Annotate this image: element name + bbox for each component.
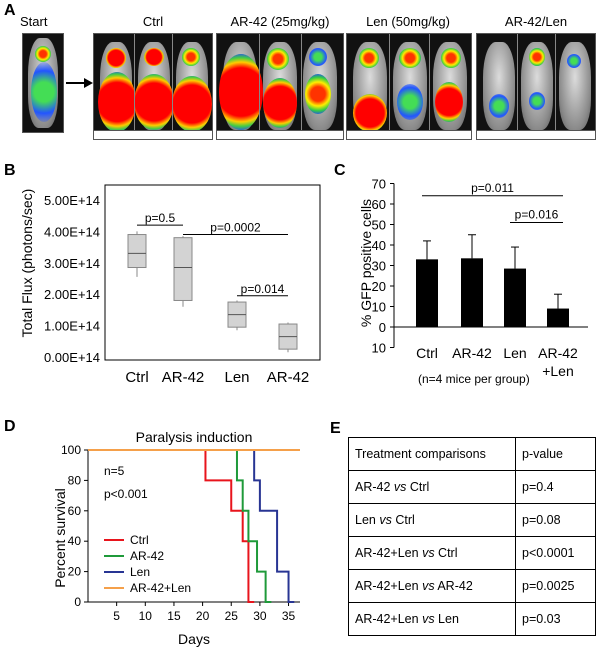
x-tick-label: AR-42	[267, 369, 310, 386]
x-tick-label: AR-42	[538, 345, 578, 361]
group-label-len: Len (50mg/kg)	[366, 14, 450, 29]
ctrl-mice-image	[93, 33, 213, 140]
panel-b-label: B	[4, 162, 16, 179]
y-tick-label: 60	[68, 504, 82, 518]
x-tick-label: +Len	[271, 387, 305, 390]
legend-label: Len	[130, 565, 150, 579]
y-tick-label: 2.00E+14	[44, 287, 100, 302]
y-tick-label: 60	[372, 197, 386, 212]
x-tick-label: Len	[503, 345, 526, 361]
table-row: AR-42+Len vs Len p=0.03	[348, 602, 596, 636]
x-tick-label: Ctrl	[416, 345, 438, 361]
chart-d: 0 20 40 60 80 100 5 10 15 20 25 30 35 Paralysis induc…	[61, 429, 300, 647]
y-tick-label: 80	[68, 473, 82, 487]
panel-a-label: A	[4, 2, 16, 19]
legend-label: AR-42+Len	[130, 581, 191, 595]
start-image	[22, 33, 64, 133]
y-tick-label: 3.00E+14	[44, 256, 100, 271]
x-tick-label: AR-42	[452, 345, 492, 361]
y-tick-label: 40	[68, 534, 82, 548]
table-header-row: Treatment comparisons p-value	[348, 437, 596, 471]
p-value-annotation: p=0.014	[241, 282, 285, 296]
chart-b: 0.00E+14 1.00E+14 2.00E+14 3.00E+14 4.00E+14…	[44, 184, 321, 390]
combo-mice-image	[476, 33, 596, 140]
p-value-annotation: p=0.016	[515, 207, 559, 221]
y-tick-label: 1.00E+14	[44, 319, 100, 334]
y-tick-label: 4.00E+14	[44, 224, 100, 239]
p-value-cell: p=0.08	[515, 503, 596, 537]
bar	[547, 308, 569, 327]
box	[173, 237, 193, 301]
survival-line	[88, 449, 295, 603]
y-tick-label: 50	[372, 218, 386, 233]
y-tick-label: 70	[372, 177, 386, 192]
p-value-cell: p=0.0025	[515, 569, 596, 603]
group-label-ar42: AR-42 (25mg/kg)	[230, 14, 330, 29]
box	[127, 234, 147, 269]
comparison-table: Treatment comparisons p-value AR-42 vs C…	[348, 437, 596, 636]
p-value-annotation: p=0.5	[145, 211, 176, 225]
x-tick-label: +Len	[542, 363, 574, 379]
bar	[504, 268, 526, 327]
y-tick-label: 0.00E+14	[44, 350, 100, 365]
y-tick-label: 30	[372, 259, 386, 274]
p-value-annotation: p=0.011	[471, 181, 514, 195]
panel-e-label: E	[330, 420, 341, 437]
ar42-mice-image	[216, 33, 344, 140]
table-row: AR-42 vs Ctrl p=0.4	[348, 470, 596, 504]
legend-label: Ctrl	[130, 533, 149, 547]
table-row: Len vs Ctrl p=0.08	[348, 503, 596, 537]
table-header: Treatment comparisons	[348, 437, 516, 471]
chart-d-title: Paralysis induction	[136, 429, 253, 445]
x-tick-label: 25	[225, 609, 239, 623]
y-tick-label: 40	[372, 238, 386, 253]
chart-c-note: (n=4 mice per group)	[418, 372, 530, 386]
x-tick-label: 20	[196, 609, 210, 623]
p-value-text: p<0.001	[104, 487, 148, 501]
start-label: Start	[20, 14, 48, 29]
p-value-cell: p<0.0001	[515, 536, 596, 570]
legend-label: AR-42	[130, 549, 164, 563]
x-tick-label: 30	[253, 609, 267, 623]
panel-c-label: C	[334, 162, 346, 179]
table-header: p-value	[515, 437, 596, 471]
p-value-cell: p=0.03	[515, 602, 596, 636]
x-tick-label: 35	[282, 609, 296, 623]
chart-c: 10 0 10 20 30 40 50 60 70 Ctrl AR-42 Len AR-42 +Len p=…	[372, 177, 588, 379]
arrow-icon	[66, 82, 86, 84]
table-row: AR-42+Len vs Ctrl p<0.0001	[348, 536, 596, 570]
y-tick-label: 20	[68, 565, 82, 579]
y-tick-label: 100	[61, 443, 81, 457]
p-value-cell: p=0.4	[515, 470, 596, 504]
bar	[461, 258, 483, 327]
x-tick-label: 10	[139, 609, 153, 623]
panel-d-label: D	[4, 418, 16, 435]
group-label-combo: AR-42/Len	[504, 14, 568, 29]
bar	[416, 259, 438, 327]
y-tick-label: 20	[372, 279, 386, 294]
x-tick-label: Len	[224, 369, 249, 386]
group-label-ctrl: Ctrl	[142, 14, 164, 29]
y-tick-label: 5.00E+14	[44, 193, 100, 208]
x-tick-label: 5	[113, 609, 120, 623]
sample-size-text: n=5	[104, 464, 125, 478]
y-tick-label: 10	[372, 300, 386, 315]
x-tick-label: 15	[167, 609, 181, 623]
y-tick-label: 0	[74, 595, 81, 609]
p-value-annotation: p=0.0002	[210, 221, 261, 235]
x-tick-label: Ctrl	[125, 369, 148, 386]
y-tick-label: 0	[379, 320, 386, 335]
chart-d-xlabel: Days	[178, 631, 210, 647]
survival-line	[88, 449, 255, 603]
table-row: AR-42+Len vs AR-42 p=0.0025	[348, 569, 596, 603]
y-tick-label: 10	[372, 341, 386, 356]
x-tick-label: AR-42	[162, 369, 205, 386]
survival-line	[88, 449, 272, 603]
len-mice-image	[346, 33, 472, 140]
